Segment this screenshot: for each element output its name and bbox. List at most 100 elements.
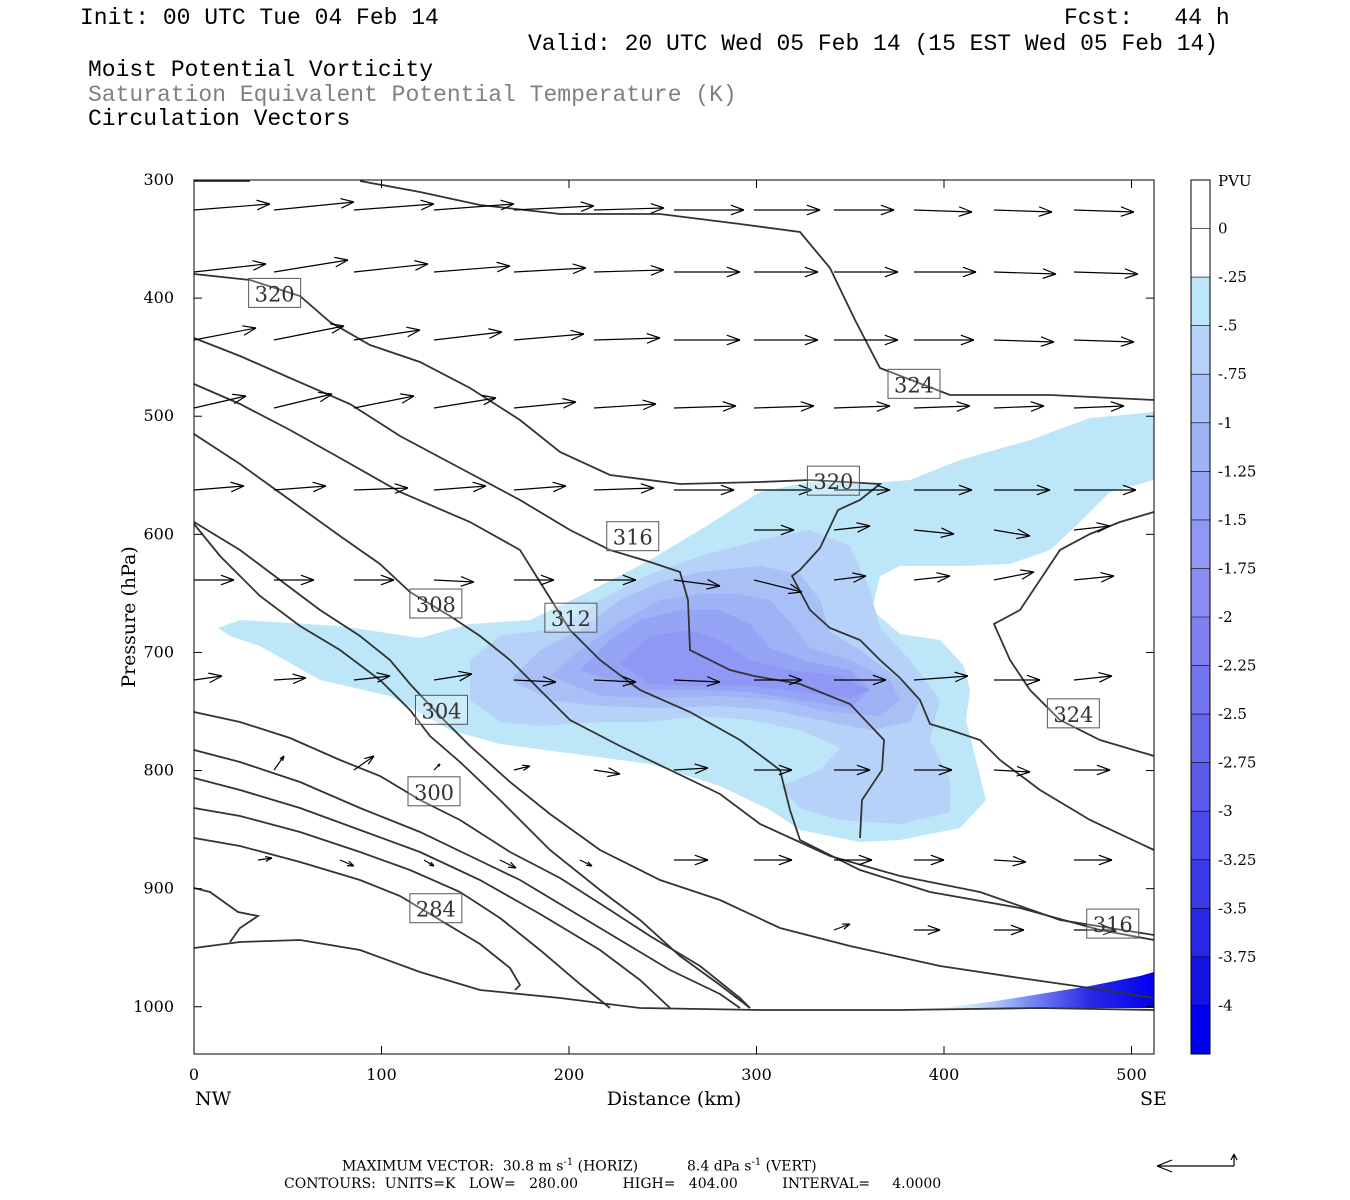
colorbar-swatch xyxy=(1191,422,1210,472)
vector-arrowhead xyxy=(650,203,665,214)
contour-line xyxy=(193,777,671,1009)
contour-line xyxy=(992,511,1155,757)
contour-line xyxy=(790,479,1155,851)
colorbar-label: -.25 xyxy=(1218,268,1247,286)
vector-arrowhead xyxy=(230,481,245,493)
vector-arrow xyxy=(433,397,497,409)
x-tick-label: 100 xyxy=(366,1065,397,1084)
footer-contour-info: CONTOURS: UNITS=K LOW= 280.00 HIGH= 404.… xyxy=(284,1176,942,1192)
vector-arrow xyxy=(833,575,867,581)
vert-max-value: 8.4 dPa s xyxy=(687,1158,752,1175)
vector-arrowhead xyxy=(930,854,945,866)
vector-arrowhead xyxy=(780,524,795,536)
vector-arrowhead xyxy=(856,522,871,533)
footer-max-vector: MAXIMUM VECTOR: 30.8 m s-1 (HORIZ) 8.4 d… xyxy=(342,1157,817,1175)
vector-arrowhead xyxy=(318,391,333,403)
vector-arrow xyxy=(273,325,345,341)
colorbar-swatch xyxy=(1191,228,1210,278)
vector-arrowhead xyxy=(585,861,593,867)
colorbar-swatch xyxy=(1191,277,1210,327)
vector-arrowhead xyxy=(956,401,971,412)
vector-arrowhead xyxy=(552,481,567,493)
vector-arrowhead xyxy=(804,266,819,278)
vector-arrowhead xyxy=(334,256,349,268)
plot-frame xyxy=(193,179,1155,1055)
contour-label: 320 xyxy=(255,282,295,306)
x-tick-label: 0 xyxy=(189,1065,199,1084)
contour-label-box xyxy=(1086,908,1140,939)
vector-arrowhead xyxy=(340,197,355,209)
vector-arrow xyxy=(753,405,815,409)
vert-unit-exponent: -1 xyxy=(751,1157,762,1168)
vector-arrowhead xyxy=(346,860,355,867)
vector-arrowhead xyxy=(1038,206,1053,217)
vector-arrowhead xyxy=(694,854,709,866)
vector-arrow xyxy=(513,485,567,491)
vector-arrowhead xyxy=(1042,268,1057,279)
vector-arrowhead xyxy=(622,676,637,687)
contour-label-box xyxy=(248,277,302,308)
x-tick-label: 500 xyxy=(1116,1065,1147,1084)
vector-arrow xyxy=(579,859,593,867)
vector-arrow xyxy=(913,529,955,535)
contour-line xyxy=(193,887,261,943)
vector-arrow xyxy=(273,201,355,211)
vector-arrowhead xyxy=(458,670,473,682)
contour-label-box xyxy=(407,776,461,807)
contour-line xyxy=(193,711,751,1009)
vector-arrowhead xyxy=(394,483,409,494)
colorbar-unit: PVU xyxy=(1218,172,1252,190)
vector-arrowhead xyxy=(650,265,665,276)
colorbar-label: -2.25 xyxy=(1218,657,1256,675)
vector-arrowhead xyxy=(460,575,475,587)
colorbar-swatch xyxy=(1191,471,1210,521)
vector-arrow xyxy=(193,263,267,273)
vector-arrowhead xyxy=(720,484,735,496)
colorbar-swatch xyxy=(1191,908,1210,958)
vector-arrowhead xyxy=(722,401,737,412)
colorbar-label: -1.25 xyxy=(1218,462,1256,480)
vector-arrow xyxy=(913,405,971,409)
vector-arrowhead xyxy=(694,763,709,775)
vector-arrowhead xyxy=(1098,854,1113,866)
field-label-theta-es: Saturation Equivalent Potential Temperat… xyxy=(88,82,737,108)
vector-arrowhead xyxy=(872,674,887,686)
vector-arrowhead xyxy=(507,861,517,869)
vector-arrow xyxy=(993,271,1057,275)
x-axis-right-label: SE xyxy=(1140,1088,1167,1110)
vector-arrowhead xyxy=(1012,855,1027,867)
colorbar-swatch xyxy=(1191,325,1210,375)
vector-arrow xyxy=(273,755,285,771)
vector-arrowhead xyxy=(496,261,511,273)
vector-arrow xyxy=(913,209,973,213)
vector-arrowhead xyxy=(706,676,721,687)
vector-arrow xyxy=(257,857,273,861)
vector-arrowhead xyxy=(804,334,819,346)
contour-line xyxy=(193,837,522,991)
pv-shading xyxy=(218,412,1154,1008)
horiz-unit-exponent: -1 xyxy=(563,1157,574,1168)
vector-arrowhead xyxy=(1040,336,1055,347)
vector-arrow xyxy=(273,393,333,409)
vector-arrowhead xyxy=(406,326,421,338)
colorbar-swatch xyxy=(1191,859,1210,909)
colorbar-swatch xyxy=(1191,714,1210,764)
colorbar-swatch xyxy=(1191,956,1210,1006)
vector-arrow xyxy=(513,765,531,771)
x-axis: 0 100 200 300 400 500 xyxy=(189,180,1147,1084)
contour-line xyxy=(193,337,885,839)
vector-arrow xyxy=(993,529,1031,537)
vector-arrow xyxy=(673,579,721,587)
vector-arrowhead xyxy=(958,484,973,496)
vector-arrow xyxy=(423,859,435,867)
theta-es-contours xyxy=(193,180,1155,1011)
colorbar-label: -.5 xyxy=(1218,317,1237,335)
x-tick-label: 300 xyxy=(741,1065,772,1084)
vector-arrowhead xyxy=(1110,401,1125,412)
contour-label: 316 xyxy=(613,526,653,550)
contour-label-box xyxy=(887,368,941,399)
vector-arrowhead xyxy=(482,394,497,406)
vector-arrowhead xyxy=(1120,206,1135,217)
vector-arrowhead xyxy=(265,855,273,862)
